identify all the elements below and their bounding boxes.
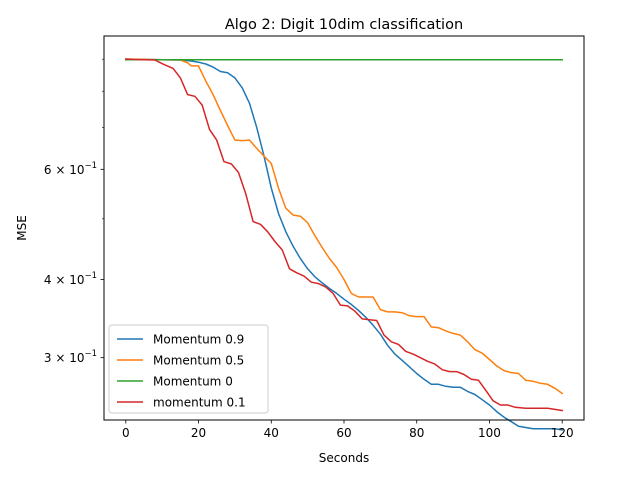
x-tick-label: 60 [336,426,351,440]
series-line-3 [125,58,564,412]
series-line-1 [125,58,564,395]
x-tick-label: 20 [191,426,206,440]
x-tick-label: 80 [409,426,424,440]
y-tick-label: 6 × 10−1 [44,161,97,177]
legend: Momentum 0.9 Momentum 0.5 Momentum 0 moment… [108,324,269,414]
x-tick-label: 100 [478,426,501,440]
x-tick-label: 0 [122,426,130,440]
x-axis-label: Seconds [319,451,369,465]
y-tick-label: 4 × 10−1 [44,271,97,287]
y-axis-label: MSE [15,215,29,241]
legend-label: momentum 0.1 [153,396,246,410]
series-line-0 [125,58,564,431]
legend-label: Momentum 0.9 [153,333,244,347]
legend-frame [108,324,269,414]
legend-label: Momentum 0.5 [153,354,244,368]
y-tick-label: 3 × 10−1 [44,349,97,365]
x-tick-label: 120 [551,426,574,440]
x-tick-label: 40 [264,426,279,440]
x-axis: 0 20 40 60 80 100 120 [122,420,574,440]
y-axis: 3 × 10−1 4 × 10−1 6 × 10−1 [44,58,104,365]
series-layer [125,58,564,431]
legend-label: Momentum 0 [153,375,233,389]
chart-title: Algo 2: Digit 10dim classification [225,17,463,33]
